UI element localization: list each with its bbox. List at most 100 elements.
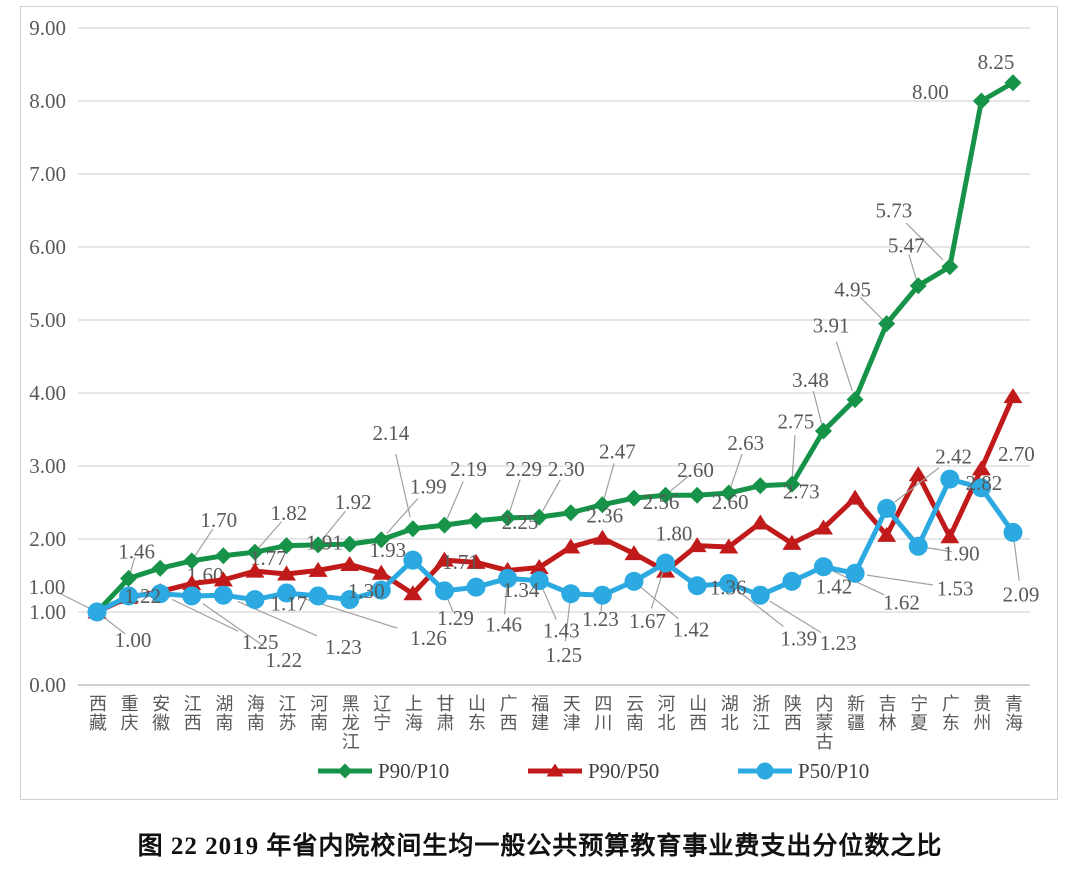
data-point-label: 2.73 — [783, 480, 820, 504]
data-point-marker — [277, 565, 297, 581]
x-axis-category-label: 广东 — [940, 694, 960, 732]
label-leader-line — [57, 591, 92, 610]
series-line — [94, 476, 1016, 615]
data-point-marker — [245, 562, 265, 578]
data-point-label: 2.25 — [502, 510, 539, 534]
data-point-label: 2.60 — [712, 490, 749, 514]
x-axis-category-label: 湖南 — [213, 694, 233, 732]
label-leader-line — [908, 254, 918, 282]
data-point-label: 2.75 — [778, 409, 815, 433]
x-axis-category-label: 青海 — [1003, 694, 1023, 732]
data-point-marker — [404, 520, 422, 538]
data-point-label: 5.73 — [875, 199, 912, 223]
label-leader-line — [859, 296, 883, 320]
data-point-label: 1.23 — [325, 635, 362, 659]
x-axis-category-label: 福建 — [529, 694, 549, 732]
legend-label: P50/P10 — [798, 759, 869, 783]
data-point-label: 1.25 — [242, 630, 279, 654]
label-leader-line — [541, 479, 561, 512]
data-point-label: 4.95 — [834, 278, 871, 302]
label-leader-line — [541, 586, 557, 620]
data-point-label: 1.00 — [115, 628, 152, 652]
data-point-label: 1.23 — [820, 631, 857, 655]
data-point-marker — [592, 529, 612, 545]
data-point-label: 1.26 — [410, 626, 447, 650]
data-point-marker — [562, 504, 580, 522]
label-leader-line — [395, 453, 411, 518]
data-point-label: 1.90 — [943, 541, 980, 565]
data-point-label: 8.25 — [978, 50, 1015, 74]
data-point-label: 3.91 — [813, 314, 850, 338]
data-point-marker — [561, 584, 581, 604]
data-point-label: 1.22 — [124, 584, 161, 608]
data-point-marker — [529, 558, 549, 574]
data-point-label: 1.82 — [271, 501, 308, 525]
x-axis-category-label: 安徽 — [150, 694, 170, 732]
data-point-marker — [909, 277, 927, 295]
y-axis-tick-label: 8.00 — [29, 89, 66, 113]
data-point-marker — [782, 571, 802, 591]
label-leader-line — [736, 589, 784, 627]
data-point-label: 1.30 — [348, 579, 385, 603]
x-axis-category-label: 辽宁 — [371, 694, 391, 732]
data-point-marker — [719, 574, 739, 594]
label-leader-line — [258, 521, 282, 548]
data-point-marker — [1003, 522, 1023, 542]
data-point-marker — [308, 586, 328, 606]
label-leader-line — [508, 479, 521, 513]
x-axis-category-label: 江苏 — [277, 694, 297, 732]
data-point-label: 1.42 — [816, 574, 853, 598]
quantile-ratio-line-chart: 0.00 1.00 2.00 3.00 4.00 5.00 6.00 7.00 8.00 9.00… — [20, 6, 1058, 800]
series-p90-p10: 1.001.461.601.701.771.821.911.921.931.99… — [29, 50, 1022, 621]
x-axis-category-label: 四川 — [592, 694, 612, 732]
legend-label: P90/P10 — [378, 759, 449, 783]
data-point-marker — [878, 315, 896, 333]
x-axis-category-label: 陕西 — [782, 694, 802, 732]
data-point-label: 5.47 — [888, 234, 925, 258]
label-leader-line — [730, 453, 743, 488]
data-point-marker — [592, 585, 612, 605]
x-axis-category-label: 云南 — [624, 694, 644, 732]
data-point-label: 2.09 — [1003, 582, 1040, 606]
figure-caption: 图 22 2019 年省内院校间生均一般公共预算教育事业费支出分位数之比 — [137, 833, 943, 860]
y-axis-tick-label: 7.00 — [29, 162, 66, 186]
data-point-label: 2.29 — [505, 457, 542, 481]
data-point-label: 1.70 — [200, 508, 237, 532]
legend: P90/P10 P90/P50 P50/P10 — [318, 759, 869, 783]
legend-item-p50-p10: P50/P10 — [738, 759, 869, 783]
label-leader-line — [194, 528, 214, 557]
data-point-marker — [245, 590, 265, 610]
data-point-marker — [120, 569, 138, 587]
data-point-label: 1.34 — [503, 578, 540, 602]
data-point-marker — [719, 538, 739, 554]
x-axis-category-label: 山西 — [687, 694, 707, 732]
label-leader-line — [386, 497, 419, 534]
data-point-marker — [246, 543, 264, 561]
data-point-marker — [813, 557, 833, 577]
x-axis-category-label: 湖北 — [719, 694, 739, 732]
series-line — [94, 394, 1016, 615]
data-point-label: 1.36 — [710, 576, 747, 600]
legend-item-p90-p10: P90/P10 — [318, 759, 449, 783]
data-point-marker — [813, 519, 833, 535]
data-point-marker — [499, 509, 517, 527]
data-point-label: 2.30 — [548, 457, 585, 481]
data-point-label: 2.36 — [586, 504, 623, 528]
data-point-marker — [1003, 388, 1023, 404]
data-point-marker — [593, 496, 611, 514]
x-axis-category-label: 内蒙古 — [813, 694, 833, 751]
data-point-marker — [151, 559, 169, 577]
y-axis-tick-label: 4.00 — [29, 381, 66, 405]
data-point-marker — [940, 528, 960, 544]
data-point-label: 1.93 — [369, 538, 406, 562]
data-point-label: 2.14 — [372, 421, 409, 445]
legend-item-p90-p50: P90/P50 — [528, 759, 659, 783]
data-point-label: 2.56 — [643, 490, 680, 514]
data-point-marker — [214, 547, 232, 565]
data-point-marker — [688, 486, 706, 504]
x-axis-category-label: 新疆 — [845, 694, 865, 732]
data-point-label: 1.43 — [543, 619, 580, 643]
data-point-marker — [150, 584, 170, 604]
label-leader-line — [894, 467, 940, 503]
data-point-marker — [182, 586, 202, 606]
